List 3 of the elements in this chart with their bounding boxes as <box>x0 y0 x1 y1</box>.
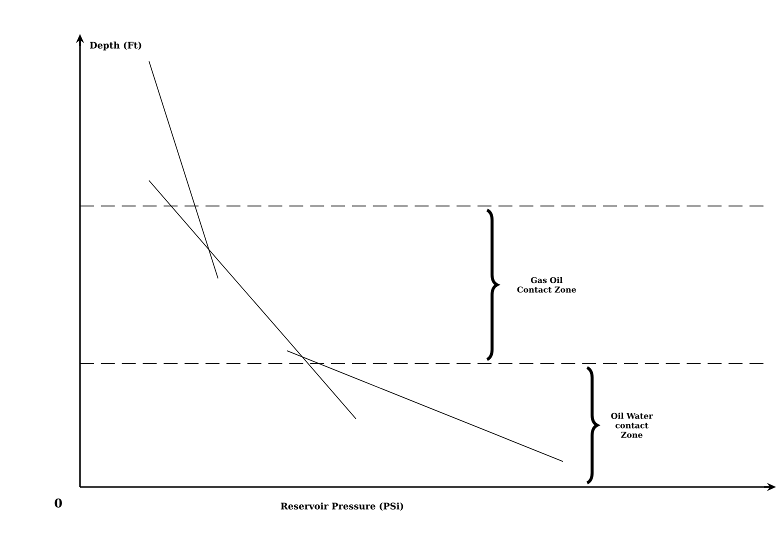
text: 0 <box>54 498 62 508</box>
y-axis-title: Depth (Ft) <box>90 42 142 50</box>
x-axis-title: Reservoir Pressure (PSi) <box>280 502 404 511</box>
